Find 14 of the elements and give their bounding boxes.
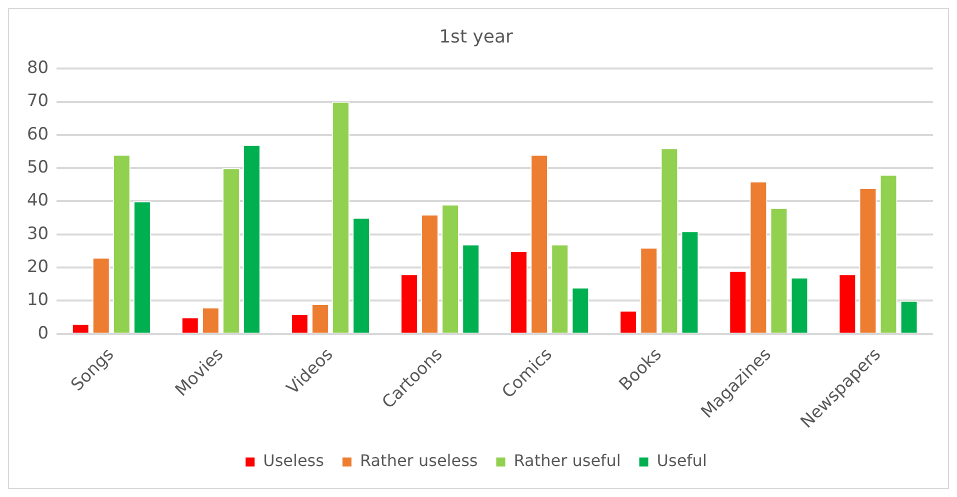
y-tick-label: 70: [26, 91, 49, 112]
y-tick-label: 40: [26, 190, 49, 211]
legend-label: Useful: [656, 451, 707, 470]
y-tick-label: 20: [26, 256, 49, 277]
y-tick-label: 30: [26, 224, 49, 244]
chart-title: 1st year: [439, 26, 514, 48]
y-tick-label: 0: [38, 323, 49, 344]
y-tick-label: 50: [26, 157, 49, 178]
y-tick-label: 10: [26, 290, 49, 310]
legend-label: Useless: [263, 451, 324, 470]
y-tick-label: 60: [26, 124, 49, 144]
legend-label: Rather useless: [360, 451, 478, 470]
y-tick-label: 80: [26, 58, 49, 78]
legend-label: Rather useful: [514, 451, 621, 470]
